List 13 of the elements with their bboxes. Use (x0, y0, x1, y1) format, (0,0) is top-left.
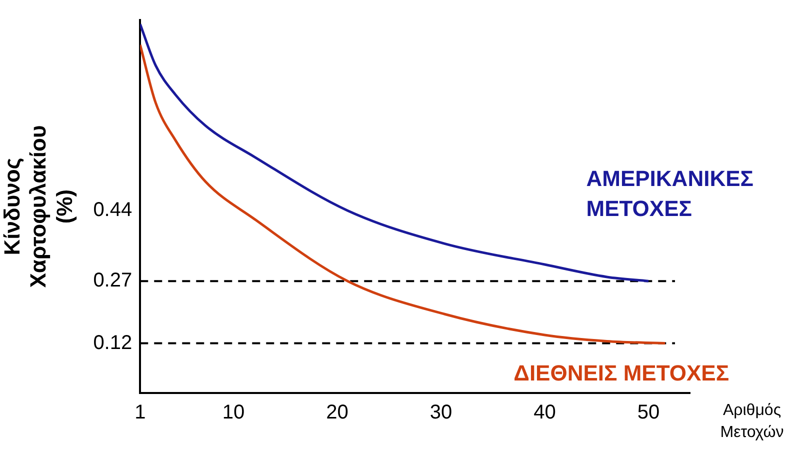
x-tick-label: 40 (534, 402, 556, 424)
x-axis-title: Αριθμός Μετοχών (720, 402, 784, 441)
x-tick-label: 50 (637, 402, 660, 424)
x-tick-label: 1 (134, 402, 146, 424)
x-tick-label: 20 (326, 402, 348, 424)
y-tick-label: 0.44 (93, 199, 132, 222)
x-tick-label: 30 (430, 402, 452, 424)
y-tick-label: 0.27 (93, 270, 132, 292)
series-label: ΔΙΕΘΝΕΙΣ ΜΕΤΟΧΕΣ (514, 360, 730, 386)
x-tick-label: 10 (222, 402, 245, 424)
y-tick-label: 0.12 (93, 332, 132, 354)
text: ΑΜΕΡΙΚΑΝΙΚΕΣ ΜΕΤΟΧΕΣ (586, 166, 754, 221)
y-axis-title: Κίνδυνος Χαρτοφυλακίου (%) (0, 125, 78, 288)
